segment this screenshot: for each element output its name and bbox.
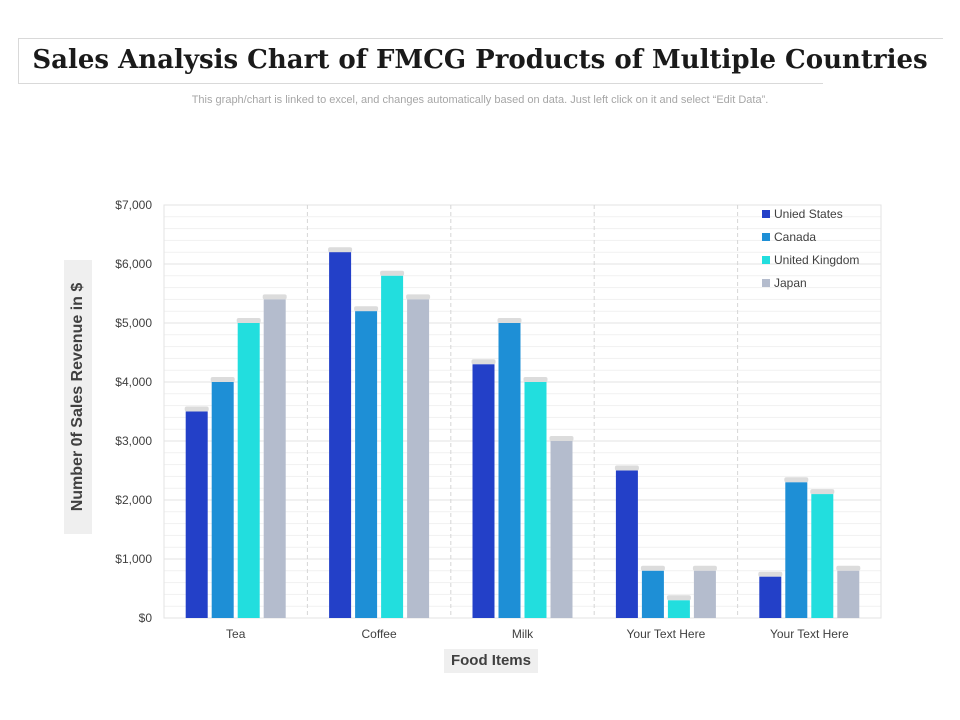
- y-tick-label: $2,000: [115, 493, 152, 507]
- bar-shadow: [666, 595, 691, 601]
- bar-shadow: [328, 247, 353, 253]
- bar: [472, 364, 495, 618]
- bar-shadow: [184, 406, 209, 412]
- bar: [498, 323, 521, 618]
- y-tick-label: $1,000: [115, 552, 152, 566]
- y-tick-label: $3,000: [115, 434, 152, 448]
- legend-swatch: [762, 256, 770, 264]
- y-axis-ticks: $0 $1,000 $2,000 $3,000 $4,000 $5,000 $6,000 $7…: [115, 198, 152, 625]
- bar-shadow: [640, 565, 665, 571]
- bar: [263, 299, 286, 618]
- x-tick-label: Your Text Here: [627, 627, 706, 641]
- bar-shadow: [380, 270, 405, 276]
- legend-label: Unied States: [774, 207, 843, 221]
- y-tick-label: $7,000: [115, 198, 152, 212]
- bars: [184, 247, 861, 618]
- legend-label: United Kingdom: [774, 253, 859, 267]
- x-axis-label: Food Items: [444, 649, 538, 673]
- bar-shadow: [262, 294, 287, 300]
- bar-shadow: [614, 465, 639, 471]
- bar: [759, 576, 782, 618]
- bar-shadow: [354, 306, 379, 312]
- y-tick-label: $5,000: [115, 316, 152, 330]
- bar: [407, 299, 430, 618]
- bar: [211, 382, 234, 618]
- bar: [837, 570, 860, 618]
- bar: [550, 441, 573, 618]
- bar: [693, 570, 716, 618]
- bar-shadow: [549, 436, 574, 441]
- bar-shadow: [210, 377, 235, 382]
- chart-subtitle: This graph/chart is linked to excel, and…: [191, 94, 769, 106]
- x-tick-label: Milk: [512, 627, 534, 641]
- legend-label: Japan: [774, 276, 807, 290]
- bar: [237, 323, 260, 618]
- title-frame: [18, 38, 943, 85]
- bar-shadow: [836, 565, 861, 571]
- bar-shadow: [497, 318, 522, 323]
- chart-title: Sales Analysis Chart of FMCG Products of…: [32, 45, 928, 75]
- plot-border: [163, 204, 882, 619]
- bar-shadow: [236, 318, 261, 323]
- bar-shadow: [406, 294, 431, 300]
- bar-shadow: [810, 489, 835, 495]
- legend-swatch: [762, 279, 770, 287]
- bar-shadow: [758, 571, 783, 577]
- bar: [185, 411, 208, 618]
- bar: [811, 494, 834, 618]
- bar: [329, 252, 352, 618]
- bar: [641, 570, 664, 618]
- y-axis-label-background: [64, 260, 92, 534]
- x-tick-label: Coffee: [362, 627, 397, 641]
- bar-shadow: [784, 477, 809, 483]
- bar: [381, 275, 404, 618]
- legend-swatch: [762, 210, 770, 218]
- bar: [355, 311, 378, 618]
- bar: [667, 600, 690, 618]
- bar-shadow: [523, 377, 548, 382]
- legend-label: Canada: [774, 230, 816, 244]
- bar: [524, 382, 547, 618]
- y-tick-label: $4,000: [115, 375, 152, 389]
- x-tick-label: Your Text Here: [770, 627, 849, 641]
- legend-swatch: [762, 233, 770, 241]
- legend: Unied States Canada United Kingdom Japan: [762, 207, 859, 290]
- x-axis-ticks: Tea Coffee Milk Your Text Here Your Text Her…: [226, 627, 849, 641]
- bar: [615, 470, 638, 618]
- y-tick-label: $6,000: [115, 257, 152, 271]
- bar-shadow: [692, 565, 717, 571]
- bar: [785, 482, 808, 618]
- x-tick-label: Tea: [226, 627, 246, 641]
- y-tick-label: $0: [139, 611, 153, 625]
- bar-shadow: [471, 359, 496, 365]
